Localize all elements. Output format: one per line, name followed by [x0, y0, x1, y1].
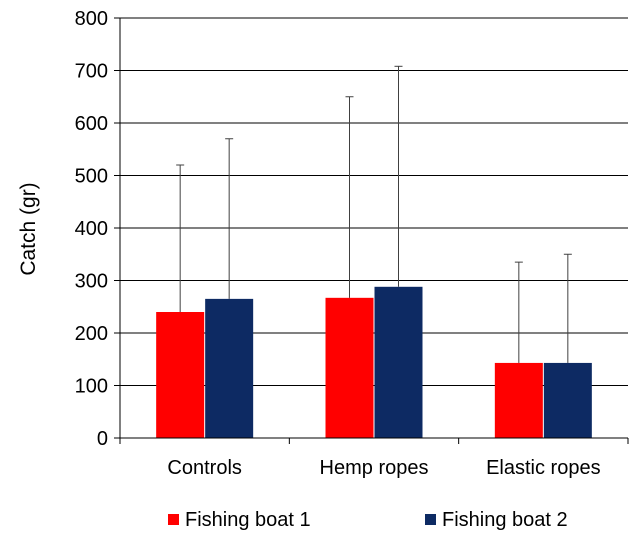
- legend-label-2: Fishing boat 2: [442, 509, 568, 531]
- legend-swatch-1: [168, 514, 179, 525]
- y-tick-label: 200: [75, 323, 108, 345]
- legend-swatch-2: [425, 514, 436, 525]
- legend: Fishing boat 1 Fishing boat 2: [168, 509, 568, 531]
- gridlines: [120, 17, 628, 386]
- bar-2-elastic-ropes: [543, 362, 592, 438]
- legend-label-1: Fishing boat 1: [185, 509, 311, 531]
- y-axis-title: Catch (gr): [17, 182, 40, 275]
- bar-2-hemp-ropes: [374, 286, 423, 438]
- bar-1-elastic-ropes: [494, 362, 543, 438]
- y-tick-label: 100: [75, 376, 108, 398]
- y-tick-label: 0: [97, 428, 108, 450]
- y-tick-label: 500: [75, 166, 108, 188]
- x-tick-labels: Controls Hemp ropes Elastic ropes: [167, 457, 600, 479]
- y-tick-labels: 0 100 200 300 400 500 600 700 800: [75, 8, 108, 450]
- x-tick-label: Elastic ropes: [486, 457, 601, 479]
- bar-1-hemp-ropes: [325, 297, 374, 438]
- error-bars: [176, 65, 572, 363]
- axes: [114, 17, 629, 444]
- y-tick-label: 700: [75, 61, 108, 83]
- y-tick-label: 800: [75, 8, 108, 30]
- y-tick-label: 300: [75, 271, 108, 293]
- bar-1-controls: [156, 312, 205, 438]
- y-tick-label: 600: [75, 113, 108, 135]
- bar-2-controls: [205, 298, 254, 438]
- bars: [156, 286, 592, 438]
- y-tick-label: 400: [75, 218, 108, 240]
- x-tick-label: Controls: [167, 457, 241, 479]
- x-tick-label: Hemp ropes: [320, 457, 429, 479]
